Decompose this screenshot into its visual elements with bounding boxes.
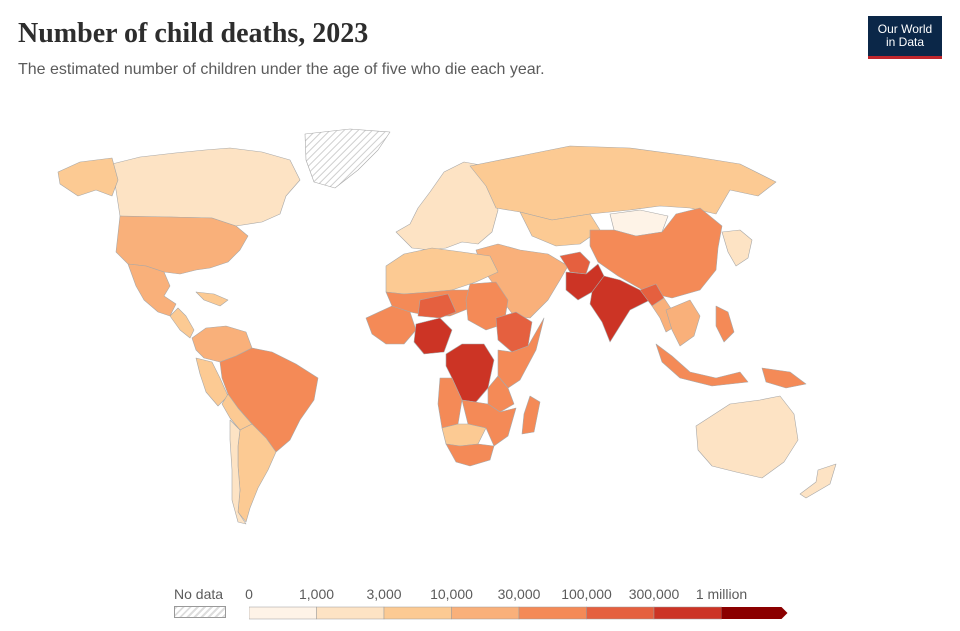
region-nigeria[interactable]: Nigeria [413,317,453,355]
region-middle-east[interactable]: Middle East [475,243,569,319]
legend-bin-6[interactable] [653,606,722,620]
legend-bin-7[interactable] [721,607,788,619]
legend-bin-0[interactable] [249,606,317,620]
logo-line-1: Our World [877,22,933,36]
legend-bin-3[interactable] [451,606,520,620]
region-india[interactable]: India [589,275,651,343]
region-papua-new-guinea[interactable]: Papua New Guinea [761,367,807,389]
region-central-america[interactable]: Central America [169,307,195,339]
legend-nodata-swatch [174,606,226,618]
region-russia[interactable]: Russia [469,145,777,221]
legend-tick-label: 30,000 [497,586,541,602]
region-chile[interactable]: Chile [229,419,247,525]
chart-title: Number of child deaths, 2023 [18,18,369,49]
region-afghanistan[interactable]: Afghanistan [559,251,591,275]
logo-line-2: in Data [885,35,925,49]
region-caribbean[interactable]: Caribbean [195,291,229,307]
region-china[interactable]: China [589,207,723,299]
region-madagascar[interactable]: Madagascar [521,395,541,435]
legend-bin-4[interactable] [518,606,587,620]
region-botswana-namibia[interactable]: Botswana / Namibia [441,423,487,447]
region-peru[interactable]: Peru [195,357,229,407]
legend-bin-5[interactable] [586,606,655,620]
region-new-zealand[interactable]: New Zealand [799,463,837,499]
region-niger[interactable]: Niger [417,293,457,319]
legend-tick-label: 1,000 [298,586,335,602]
region-dr-congo[interactable]: DR Congo [445,343,495,403]
legend-bin-1[interactable] [316,606,385,620]
legend-tick-label: 10,000 [430,586,473,602]
region-canada[interactable]: Canada [111,147,301,227]
owid-logo[interactable]: Our World in Data [868,16,942,59]
world-map: GreenlandCanadaAlaskaUnited StatesMexico… [57,128,837,525]
region-west-africa[interactable]: West Africa [365,305,417,345]
region-ethiopia[interactable]: Ethiopia [495,311,533,353]
legend-tick-label: 3,000 [366,586,402,602]
legend-color-bar [249,606,788,620]
legend-tick-label: 1 million [695,586,748,602]
legend-tick-label: 0 [245,586,253,602]
legend-tick-label: 300,000 [628,586,680,602]
region-philippines[interactable]: Philippines [715,305,735,343]
region-indonesia[interactable]: Indonesia [655,343,749,387]
legend: No data 0 1,000 3,000 10,000 30,000 100,000 30… [0,580,960,631]
region-greenland[interactable]: Greenland [304,128,391,189]
chart-subtitle: The estimated number of children under t… [18,61,545,78]
region-mexico[interactable]: Mexico [127,263,177,317]
region-southeast-asia[interactable]: Southeast Asia [665,299,701,347]
legend-tick-label: 100,000 [561,586,612,602]
region-australia[interactable]: Australia [695,395,799,479]
region-south-africa[interactable]: South Africa [445,443,495,467]
legend-bin-2[interactable] [383,606,452,620]
region-japan-korea[interactable]: Japan / Korea [721,229,753,267]
legend-nodata-label: No data [174,586,224,602]
region-alaska[interactable]: Alaska [57,157,119,197]
